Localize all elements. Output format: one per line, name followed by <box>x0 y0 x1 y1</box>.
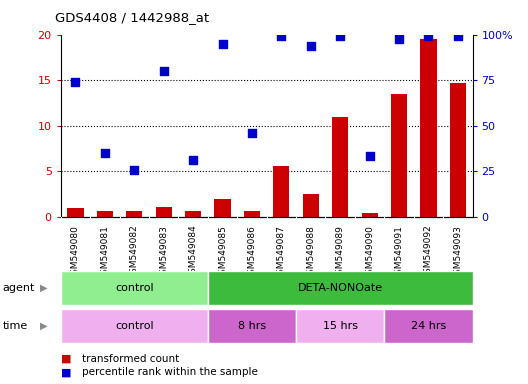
Bar <box>362 214 378 217</box>
Point <box>189 156 197 162</box>
Text: GSM549092: GSM549092 <box>424 225 433 280</box>
Text: ■: ■ <box>61 354 71 364</box>
Point <box>454 33 462 40</box>
Point <box>424 33 432 40</box>
Bar <box>208 271 473 305</box>
Bar <box>126 212 143 217</box>
Point <box>395 36 403 42</box>
Text: 15 hrs: 15 hrs <box>323 321 357 331</box>
Text: GSM549088: GSM549088 <box>306 225 315 280</box>
Text: ▶: ▶ <box>40 321 47 331</box>
Bar <box>97 212 113 217</box>
Text: control: control <box>115 321 154 331</box>
Text: GSM549085: GSM549085 <box>218 225 227 280</box>
Text: GSM549086: GSM549086 <box>248 225 257 280</box>
Bar <box>303 194 319 217</box>
Bar <box>420 39 437 217</box>
Point <box>277 33 286 40</box>
Bar <box>68 208 83 217</box>
Bar <box>244 212 260 217</box>
Bar <box>214 199 231 217</box>
Text: GSM549082: GSM549082 <box>130 225 139 280</box>
Text: GSM549091: GSM549091 <box>394 225 403 280</box>
Text: GSM549081: GSM549081 <box>100 225 109 280</box>
Point <box>336 33 344 40</box>
Text: GSM549083: GSM549083 <box>159 225 168 280</box>
Text: time: time <box>3 321 28 331</box>
Text: DETA-NONOate: DETA-NONOate <box>298 283 383 293</box>
Bar <box>185 212 201 217</box>
Bar <box>61 309 208 343</box>
Text: GSM549080: GSM549080 <box>71 225 80 280</box>
Point <box>130 167 138 174</box>
Text: GDS4408 / 1442988_at: GDS4408 / 1442988_at <box>55 12 210 25</box>
Bar <box>61 271 208 305</box>
Bar <box>391 94 407 217</box>
Text: GSM549089: GSM549089 <box>336 225 345 280</box>
Point <box>159 68 168 74</box>
Bar <box>274 166 289 217</box>
Bar <box>156 207 172 217</box>
Point <box>248 130 256 136</box>
Point <box>101 150 109 156</box>
Text: 24 hrs: 24 hrs <box>411 321 446 331</box>
Bar <box>332 117 348 217</box>
Text: agent: agent <box>3 283 35 293</box>
Point <box>71 79 80 85</box>
Bar <box>384 309 473 343</box>
Text: GSM549090: GSM549090 <box>365 225 374 280</box>
Text: GSM549084: GSM549084 <box>188 225 197 280</box>
Text: transformed count: transformed count <box>82 354 179 364</box>
Point <box>307 43 315 50</box>
Text: ■: ■ <box>61 367 71 377</box>
Point <box>365 153 374 159</box>
Point <box>218 41 227 47</box>
Text: GSM549093: GSM549093 <box>454 225 463 280</box>
Text: GSM549087: GSM549087 <box>277 225 286 280</box>
Text: control: control <box>115 283 154 293</box>
Text: ▶: ▶ <box>40 283 47 293</box>
Bar <box>296 309 384 343</box>
Text: 8 hrs: 8 hrs <box>238 321 266 331</box>
Bar <box>450 83 466 217</box>
Bar <box>208 309 296 343</box>
Text: percentile rank within the sample: percentile rank within the sample <box>82 367 258 377</box>
